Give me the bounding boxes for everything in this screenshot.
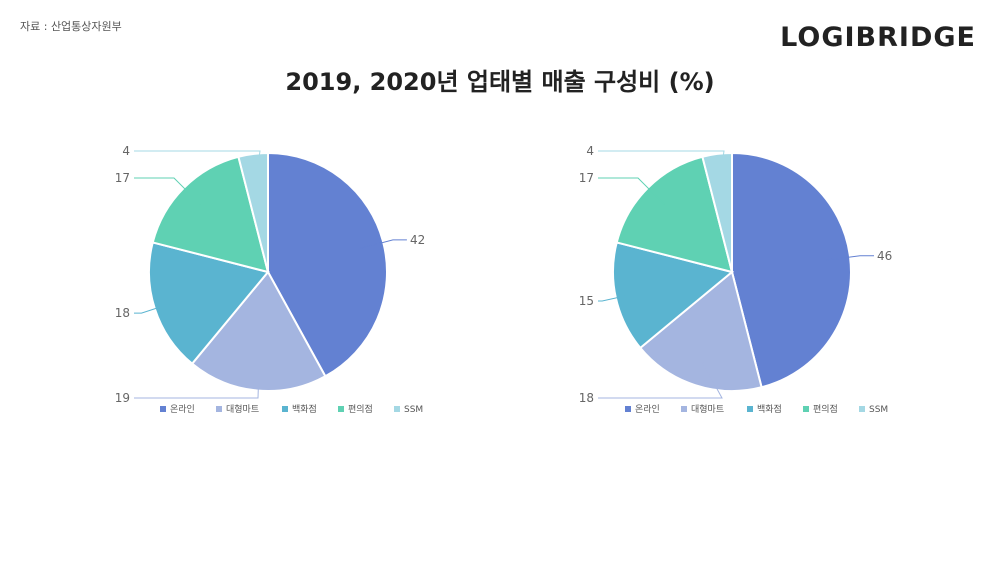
data-label-온라인: 42 — [410, 233, 425, 247]
pie-slice-대형마트 — [190, 270, 327, 392]
pie-slice-SSM — [237, 151, 269, 273]
leader-line-SSM — [134, 150, 261, 178]
data-label-백화점: 18 — [115, 306, 130, 320]
source-note: 자료 : 산업통상자원부 — [20, 20, 122, 33]
legend: 온라인 대형마트 백화점 편의점 SSM — [625, 403, 888, 415]
legend-swatch-편의점 — [338, 406, 344, 412]
legend-label-백화점: 백화점 — [292, 403, 317, 415]
legend-swatch-대형마트 — [216, 406, 222, 412]
data-label-온라인: 46 — [877, 249, 892, 263]
leader-line-온라인 — [360, 239, 407, 249]
legend-swatch-백화점 — [282, 406, 288, 412]
leader-line-편의점 — [598, 177, 666, 206]
leader-line-온라인 — [826, 255, 874, 261]
data-label-SSM: 4 — [586, 144, 594, 158]
legend-label-온라인: 온라인 — [170, 404, 195, 415]
data-label-백화점: 15 — [579, 294, 594, 308]
leader-line-대형마트 — [134, 366, 260, 399]
legend-label-SSM: SSM — [869, 405, 888, 415]
pie-chart-1: 42 19 18 17 4 온라인 대형마트 백화점 편의점 SSM — [115, 144, 426, 415]
pie-chart-2: 46 18 15 17 4 온라인 대형마트 백화점 편의점 SSM — [579, 144, 893, 415]
legend-swatch-SSM — [394, 406, 400, 412]
legend-label-온라인: 온라인 — [635, 404, 660, 415]
chart-title: 2019, 2020년 업태별 매출 구성비 (%) — [285, 68, 715, 96]
legend: 온라인 대형마트 백화점 편의점 SSM — [160, 403, 423, 415]
data-label-편의점: 17 — [115, 171, 130, 185]
legend-swatch-백화점 — [747, 406, 753, 412]
legend-swatch-온라인 — [160, 406, 166, 412]
pie-slice-대형마트 — [638, 270, 763, 392]
legend-label-백화점: 백화점 — [757, 403, 782, 415]
legend-label-SSM: SSM — [404, 405, 423, 415]
data-label-편의점: 17 — [579, 171, 594, 185]
leader-line-편의점 — [134, 177, 202, 206]
legend-swatch-편의점 — [803, 406, 809, 412]
legend-swatch-대형마트 — [681, 406, 687, 412]
legend-label-대형마트: 대형마트 — [691, 404, 724, 415]
legend-label-대형마트: 대형마트 — [226, 404, 259, 415]
data-label-대형마트: 19 — [115, 391, 130, 405]
brand-logo: LOGIBRIDGE — [780, 22, 976, 53]
leader-line-백화점 — [134, 300, 178, 314]
leader-line-백화점 — [598, 292, 640, 302]
legend-label-편의점: 편의점 — [813, 403, 838, 415]
data-label-SSM: 4 — [122, 144, 130, 158]
legend-swatch-온라인 — [625, 406, 631, 412]
data-label-대형마트: 18 — [579, 391, 594, 405]
pie-slice-SSM — [701, 151, 733, 273]
leader-line-SSM — [598, 150, 725, 178]
legend-swatch-SSM — [859, 406, 865, 412]
legend-label-편의점: 편의점 — [348, 403, 373, 415]
leader-line-대형마트 — [598, 362, 723, 399]
